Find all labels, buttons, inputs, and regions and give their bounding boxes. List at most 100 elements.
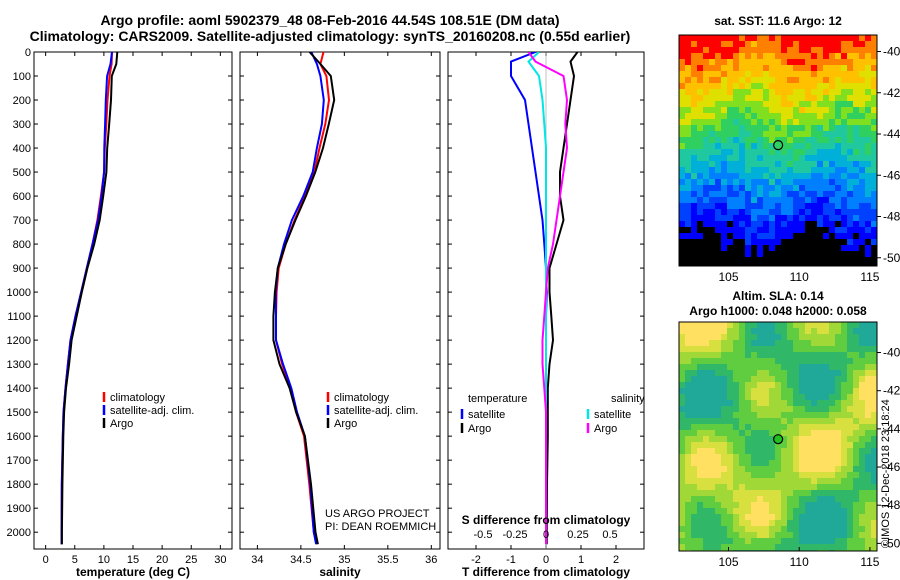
map-cell <box>709 155 715 161</box>
map-cell <box>691 472 697 478</box>
map-cell <box>811 251 817 257</box>
map-cell <box>817 490 823 496</box>
map-cell <box>733 334 739 340</box>
map-cell <box>775 352 781 358</box>
map-cell <box>805 328 811 334</box>
map-cell <box>799 490 805 496</box>
map-cell <box>721 328 727 334</box>
map-cell <box>721 131 727 137</box>
map-cell <box>811 466 817 472</box>
map-cell <box>781 245 787 251</box>
map-cell <box>763 340 769 346</box>
map-cell <box>709 143 715 149</box>
map-cell <box>787 346 793 352</box>
map-cell <box>751 508 757 514</box>
map-cell <box>853 514 859 520</box>
map-cell <box>697 328 703 334</box>
map-cell <box>679 53 685 59</box>
map-cell <box>817 334 823 340</box>
map-cell <box>745 358 751 364</box>
map-cell <box>751 418 757 424</box>
map-cell <box>841 227 847 233</box>
map-cell <box>751 71 757 77</box>
map-cell <box>829 502 835 508</box>
map-cell <box>847 143 853 149</box>
map-cell <box>835 388 841 394</box>
map-cell <box>871 520 877 526</box>
map-cell <box>871 59 877 65</box>
map-cell <box>715 191 721 197</box>
map-cell <box>727 472 733 478</box>
map-cell <box>847 251 853 257</box>
map-cell <box>739 352 745 358</box>
map-cell <box>829 442 835 448</box>
map-cell <box>787 400 793 406</box>
map-cell <box>685 47 691 53</box>
map-cell <box>811 334 817 340</box>
map-cell <box>703 41 709 47</box>
map-cell <box>829 340 835 346</box>
map-cell <box>727 352 733 358</box>
map-cell <box>721 95 727 101</box>
map-cell <box>769 466 775 472</box>
map-cell <box>715 209 721 215</box>
map-cell <box>829 490 835 496</box>
map-cell <box>751 346 757 352</box>
map-cell <box>835 125 841 131</box>
map-cell <box>787 209 793 215</box>
map-cell <box>871 131 877 137</box>
map-cell <box>817 502 823 508</box>
map-cell <box>811 263 817 266</box>
map-cell <box>871 502 877 508</box>
map-cell <box>679 334 685 340</box>
map-cell <box>733 47 739 53</box>
map-cell <box>709 532 715 538</box>
map-cell <box>871 538 877 544</box>
map-cell <box>697 400 703 406</box>
map-cell <box>841 448 847 454</box>
map-cell <box>679 376 685 382</box>
map-cell <box>781 442 787 448</box>
map-cell <box>823 143 829 149</box>
map-cell <box>709 322 715 328</box>
map-cell <box>811 83 817 89</box>
map-cell <box>871 364 877 370</box>
map-cell <box>793 538 799 544</box>
map-cell <box>805 263 811 266</box>
map-cell <box>745 478 751 484</box>
map-cell <box>793 179 799 185</box>
map-cell <box>793 448 799 454</box>
map-cell <box>745 239 751 245</box>
map-cell <box>685 544 691 550</box>
map-cell <box>829 424 835 430</box>
map-cell <box>745 203 751 209</box>
map-cell <box>775 532 781 538</box>
map-cell <box>691 388 697 394</box>
map-cell <box>781 436 787 442</box>
map-cell <box>697 406 703 412</box>
map-cell <box>859 185 865 191</box>
map-cell <box>871 245 877 251</box>
map-cell <box>715 35 721 41</box>
map-cell <box>745 95 751 101</box>
map-cell <box>787 532 793 538</box>
map-cell <box>829 538 835 544</box>
map-cell <box>709 376 715 382</box>
map-cell <box>763 251 769 257</box>
map-cell <box>769 215 775 221</box>
map-cell <box>865 251 871 257</box>
map-cell <box>703 436 709 442</box>
map-cell <box>697 472 703 478</box>
map-cell <box>715 340 721 346</box>
map-cell <box>799 502 805 508</box>
map-cell <box>823 179 829 185</box>
map-cell <box>697 436 703 442</box>
map-cell <box>697 101 703 107</box>
map-cell <box>721 101 727 107</box>
map-cell <box>679 185 685 191</box>
map-cell <box>739 89 745 95</box>
x-tick-label: 1 <box>578 554 584 566</box>
map-cell <box>817 155 823 161</box>
map-cell <box>793 215 799 221</box>
map-cell <box>817 197 823 203</box>
